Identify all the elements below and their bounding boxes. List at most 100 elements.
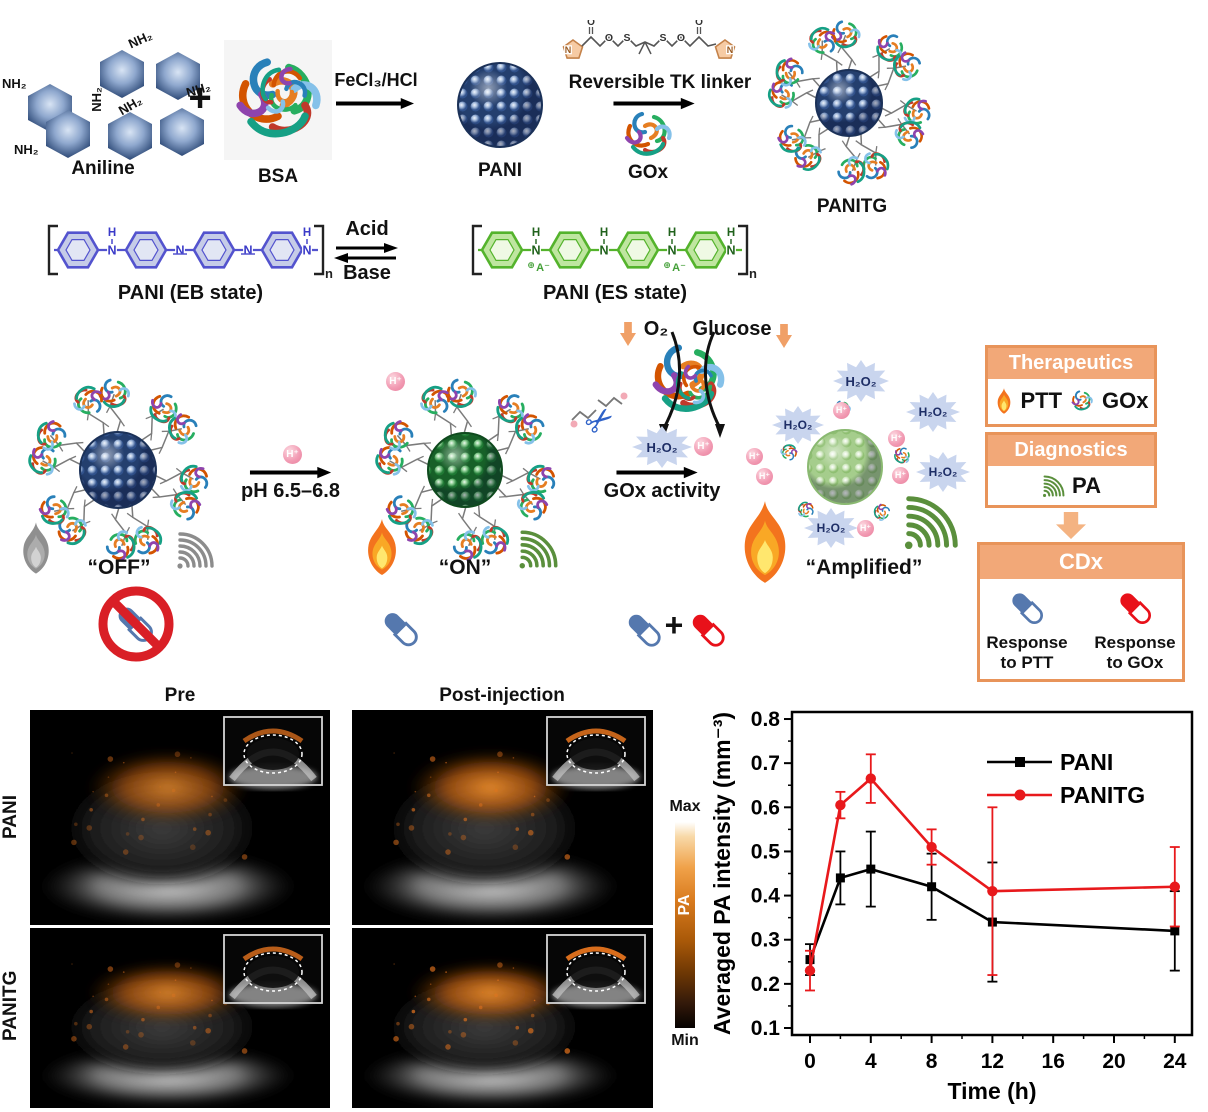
svg-text:16: 16: [1042, 1050, 1065, 1073]
tk-linker-label: Reversible TK linker: [568, 72, 752, 93]
gox-protein-icon: [615, 104, 681, 166]
svg-text:0.1: 0.1: [751, 1017, 781, 1040]
svg-text:O: O: [605, 32, 613, 44]
row-label-pani: PANI: [0, 795, 21, 839]
svg-text:20: 20: [1102, 1050, 1125, 1073]
h-plus-badge: H⁺: [283, 445, 302, 464]
svg-text:0.2: 0.2: [751, 973, 780, 996]
nh2-label: NH₂: [14, 142, 39, 157]
h-plus-badge: H⁺: [386, 372, 405, 391]
pa-image-pani-post: [352, 710, 653, 925]
svg-text:8: 8: [926, 1050, 938, 1073]
svg-text:N: N: [243, 244, 252, 258]
acid-label: Acid: [345, 218, 389, 240]
amplified-nanoparticle: [779, 400, 914, 522]
response-ptt-label: Response to PTT: [986, 633, 1068, 672]
amplified-label: “Amplified”: [805, 556, 923, 579]
off-state-nanoparticle: [23, 378, 215, 564]
equilibrium-arrows-icon: [334, 243, 398, 263]
svg-text:4: 4: [865, 1050, 877, 1073]
svg-text:H: H: [668, 227, 676, 239]
svg-text:n: n: [749, 266, 757, 281]
pa-intensity-chart: 0 4 8 12 16 20 24 0.1 0.2 0.3 0.4 0.5 0.6 0.7 0.8 Time …: [709, 708, 1194, 1104]
signal-waves-icon: [516, 526, 562, 572]
eb-state-label: PANI (EB state): [117, 282, 264, 304]
pani-eb-structure: NHN N NHn: [47, 224, 334, 282]
svg-text:0.4: 0.4: [751, 885, 781, 908]
svg-text:0.7: 0.7: [751, 752, 780, 775]
h-plus-badge: H⁺: [756, 468, 773, 485]
svg-text:N: N: [599, 244, 608, 258]
cleaved-tk-fragment: [570, 392, 628, 428]
svg-text:PANITG: PANITG: [1060, 782, 1145, 808]
signal-waves-icon: [174, 528, 218, 572]
svg-text:N: N: [727, 45, 734, 55]
svg-text:Time (h): Time (h): [947, 1078, 1036, 1104]
h2o2-burst: H₂O₂: [916, 452, 970, 492]
colorbar-pa-label: PA: [676, 894, 693, 916]
diagnostics-box: Diagnostics PA: [985, 432, 1157, 508]
nh2-label: NH₂: [88, 87, 104, 112]
h-plus-badge: H⁺: [746, 448, 763, 465]
capsule-icon: [622, 604, 666, 656]
svg-text:⊕: ⊕: [663, 260, 671, 270]
bsa-label: BSA: [257, 166, 299, 187]
reaction-arrow-icon: [608, 466, 706, 479]
panitg-nanoparticle: [763, 20, 937, 188]
svg-text:H: H: [727, 227, 735, 239]
capsule-icon: [686, 604, 730, 656]
pani-nanoparticle: [457, 62, 543, 148]
aniline-label: Aniline: [71, 158, 135, 179]
svg-text:12: 12: [981, 1050, 1004, 1073]
svg-text:N: N: [107, 244, 116, 258]
colorbar-min-label: Min: [671, 1032, 699, 1049]
off-label: “OFF”: [87, 556, 151, 579]
prohibition-icon: [98, 586, 174, 662]
plus-sign: +: [188, 76, 212, 120]
svg-text:⊕: ⊕: [527, 260, 535, 270]
svg-text:H: H: [303, 227, 311, 239]
response-gox-label: Response to GOx: [1094, 633, 1176, 672]
svg-text:PANI: PANI: [1060, 749, 1113, 775]
pa-colorbar: [675, 822, 695, 1028]
aniline-hexagon: [100, 50, 144, 98]
step1-label: FeCl₃/HCl: [334, 70, 418, 90]
pa-image-panitg-post: [352, 928, 653, 1108]
svg-text:O: O: [587, 20, 595, 28]
svg-text:0.6: 0.6: [751, 796, 780, 819]
svg-text:Averaged PA intensity (mm⁻³): Averaged PA intensity (mm⁻³): [709, 712, 735, 1035]
svg-text:N: N: [175, 244, 184, 258]
reaction-arrow-icon: [242, 466, 339, 479]
tk-linker-structure: N NO OO S S O: [562, 20, 736, 59]
svg-text:n: n: [325, 266, 333, 281]
capsule-icon: [1006, 583, 1048, 633]
gox-activity-label: GOx activity: [603, 480, 721, 502]
flame-icon: [14, 520, 58, 576]
h-plus-badge: H⁺: [857, 520, 874, 537]
gox-label: GOx: [627, 162, 669, 183]
cdx-box: CDx Response to PTT Response to GOx: [977, 542, 1185, 682]
flame-icon: [993, 387, 1015, 415]
colorbar-max-label: Max: [669, 798, 701, 815]
cdx-title: CDx: [980, 545, 1182, 580]
down-arrow-icon: [1056, 512, 1086, 539]
svg-text:N: N: [726, 244, 735, 258]
svg-text:A⁻: A⁻: [672, 262, 686, 274]
svg-text:H: H: [532, 227, 540, 239]
svg-text:N: N: [302, 244, 311, 258]
pa-image-pani-pre: [30, 710, 330, 925]
h2o2-burst: H₂O₂: [833, 360, 889, 402]
svg-text:S: S: [659, 32, 666, 44]
on-label: “ON”: [438, 556, 492, 579]
reaction-arrow-icon: [336, 97, 414, 110]
h-plus-badge: H⁺: [694, 437, 713, 456]
bsa-protein-icon: [224, 40, 332, 160]
base-label: Base: [343, 262, 391, 284]
therapeutics-title: Therapeutics: [988, 348, 1154, 379]
svg-text:H: H: [600, 227, 608, 239]
svg-text:24: 24: [1163, 1050, 1187, 1073]
ph-range-label: pH 6.5–6.8: [241, 480, 340, 502]
plus-sign: +: [664, 607, 684, 643]
h-plus-badge: H⁺: [888, 430, 905, 447]
